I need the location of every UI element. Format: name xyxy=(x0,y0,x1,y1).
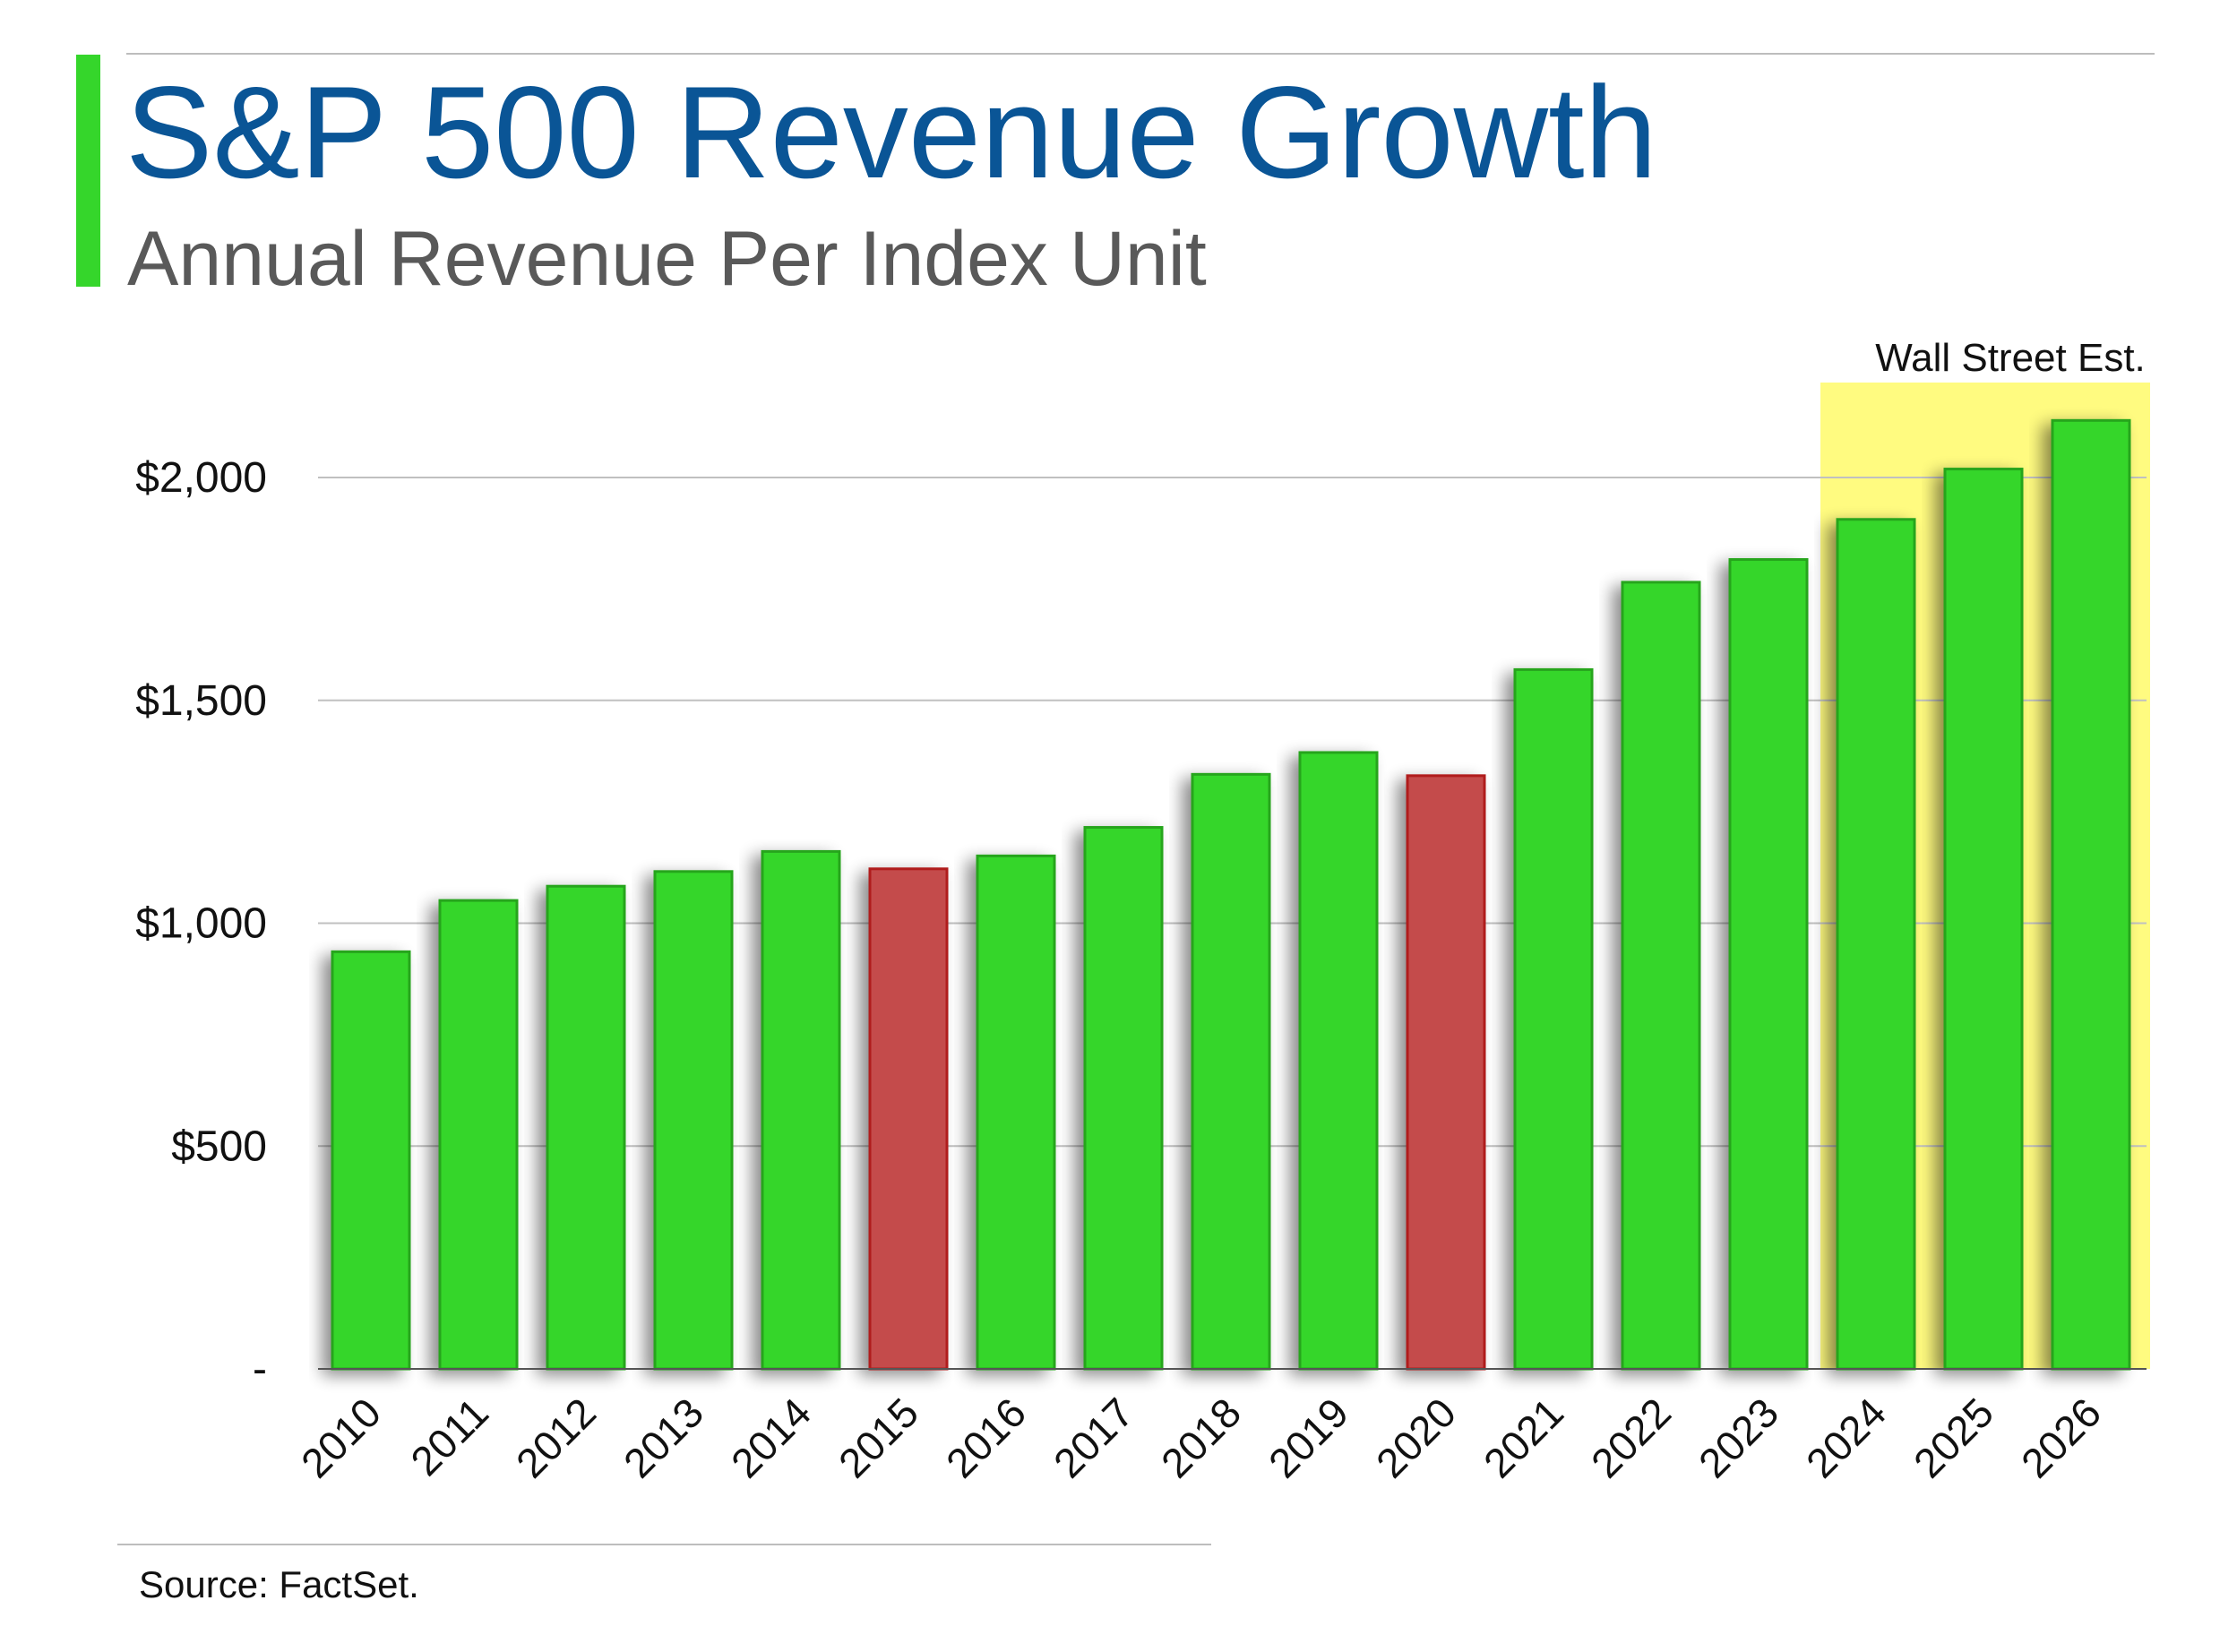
bar-2020 xyxy=(1406,774,1486,1371)
x-tick-label: 2016 xyxy=(937,1389,1035,1486)
x-tick-label: 2022 xyxy=(1582,1389,1680,1486)
x-tick-label: 2025 xyxy=(1905,1389,2002,1486)
page-subtitle: Annual Revenue Per Index Unit xyxy=(127,216,1207,302)
bar-2010 xyxy=(331,950,411,1371)
bar-2011 xyxy=(438,899,519,1371)
bar-2024 xyxy=(1836,518,1916,1371)
source-note: Source: FactSet. xyxy=(139,1563,419,1605)
x-tick-label: 2014 xyxy=(722,1389,820,1486)
y-tick-label: $500 xyxy=(171,1123,267,1170)
footer-divider xyxy=(117,1544,1211,1545)
x-tick-label: 2012 xyxy=(507,1389,605,1486)
estimate-annotation-label: Wall Street Est. xyxy=(1875,336,2146,380)
y-tick-label: $1,000 xyxy=(135,900,267,948)
header-divider xyxy=(126,53,2155,55)
y-tick-label: $1,500 xyxy=(135,677,267,725)
bar-2025 xyxy=(1943,468,2024,1371)
bar-2016 xyxy=(976,854,1056,1371)
x-tick-label: 2024 xyxy=(1797,1389,1895,1486)
x-tick-label: 2011 xyxy=(401,1389,497,1484)
bar-2023 xyxy=(1728,558,1809,1371)
bar-2026 xyxy=(2051,418,2131,1371)
x-tick-label: 2010 xyxy=(292,1389,390,1486)
bar-2021 xyxy=(1513,667,1594,1371)
x-tick-label: 2015 xyxy=(830,1389,927,1486)
x-tick-label: 2023 xyxy=(1690,1389,1787,1486)
bar-2022 xyxy=(1621,581,1701,1371)
bar-2019 xyxy=(1298,751,1379,1371)
bar-2015 xyxy=(868,867,949,1371)
x-tick-label: 2019 xyxy=(1260,1389,1357,1486)
bar-2018 xyxy=(1191,772,1271,1371)
bar-2017 xyxy=(1083,826,1164,1371)
y-tick-label: $2,000 xyxy=(135,454,267,502)
x-tick-label: 2018 xyxy=(1152,1389,1250,1486)
x-tick-label: 2017 xyxy=(1045,1389,1142,1486)
bar-2012 xyxy=(546,884,626,1371)
y-tick-label: - xyxy=(253,1346,267,1393)
x-tick-label: 2020 xyxy=(1367,1389,1465,1486)
page-title: S&P 500 Revenue Growth xyxy=(125,59,1657,205)
title-accent-bar xyxy=(76,55,100,287)
bar-2014 xyxy=(761,849,841,1371)
bar-2013 xyxy=(653,870,734,1371)
x-tick-label: 2013 xyxy=(615,1389,712,1486)
x-tick-label: 2026 xyxy=(2012,1389,2110,1486)
x-tick-label: 2021 xyxy=(1475,1389,1572,1486)
